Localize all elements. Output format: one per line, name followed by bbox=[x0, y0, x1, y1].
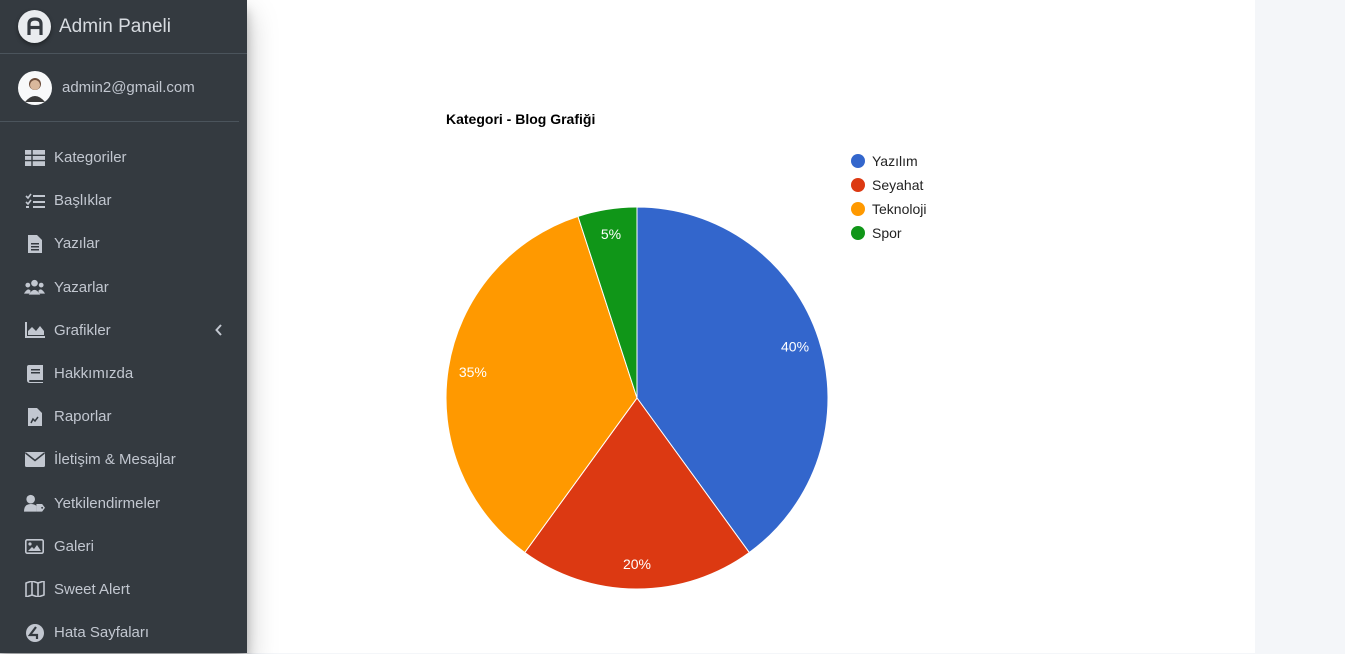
sidebar-item-galeri[interactable]: Galeri bbox=[0, 525, 247, 568]
user-email[interactable]: admin2@gmail.com bbox=[62, 79, 195, 96]
brand-link[interactable]: Admin Paneli bbox=[0, 0, 247, 54]
legend-swatch bbox=[851, 154, 865, 168]
sidebar-item-label: Grafikler bbox=[54, 321, 111, 339]
sidebar-item-label: Yazarlar bbox=[54, 278, 109, 296]
envelope-icon bbox=[24, 449, 45, 470]
users-icon bbox=[24, 277, 45, 298]
pie-slice-1[interactable] bbox=[636, 206, 829, 554]
file-icon bbox=[24, 233, 45, 254]
pie-slice-3[interactable] bbox=[445, 215, 638, 554]
legend-label: Teknoloji bbox=[872, 201, 927, 217]
sidebar-item-label: Yazılar bbox=[54, 235, 100, 253]
sidebar-item-hakkimizda[interactable]: Hakkımızda bbox=[0, 352, 247, 395]
legend-label: Yazılım bbox=[872, 153, 918, 169]
pie-slice-label-4: 5% bbox=[601, 226, 621, 242]
pie-chart: 40% 20% 35% 5% bbox=[445, 206, 829, 590]
table-icon bbox=[24, 147, 45, 168]
sidebar-item-label: Sweet Alert bbox=[54, 580, 130, 598]
image-icon bbox=[24, 536, 45, 557]
sidebar-item-label: Galeri bbox=[54, 537, 95, 555]
legend-label: Spor bbox=[872, 225, 902, 241]
sidebar-item-label: İletişim & Mesajlar bbox=[54, 451, 176, 469]
pie-slice-label-2: 20% bbox=[623, 556, 651, 572]
pie-slice-label-1: 40% bbox=[781, 339, 809, 355]
chart-area-icon bbox=[24, 320, 45, 341]
sidebar-item-kategoriler[interactable]: Kategoriler bbox=[0, 136, 247, 179]
chart-title: Kategori - Blog Grafiği bbox=[446, 111, 596, 127]
brand-title: Admin Paneli bbox=[59, 15, 171, 37]
legend-swatch bbox=[851, 226, 865, 240]
brand-logo-icon bbox=[18, 10, 51, 43]
user-tag-icon bbox=[24, 493, 45, 514]
legend-item[interactable]: Yazılım bbox=[851, 149, 926, 173]
sidebar-item-label: Kategoriler bbox=[54, 149, 127, 167]
sidebar-nav: Kategoriler Başlıklar Yazılar Yazarlar G… bbox=[0, 122, 247, 654]
pie-slice-4[interactable] bbox=[577, 206, 638, 399]
sidebar-item-label: Raporlar bbox=[54, 408, 112, 426]
legend-label: Seyahat bbox=[872, 177, 924, 193]
sidebar-item-yetkilendirmeler[interactable]: Yetkilendirmeler bbox=[0, 482, 247, 525]
sidebar-item-raporlar[interactable]: Raporlar bbox=[0, 395, 247, 438]
book-icon bbox=[24, 363, 45, 384]
sidebar-item-label: Hakkımızda bbox=[54, 365, 134, 383]
sidebar-item-label: Hata Sayfaları bbox=[54, 624, 150, 642]
pie-slice-2[interactable] bbox=[524, 397, 750, 590]
sidebar-item-hata-sayfalari[interactable]: Hata Sayfaları bbox=[0, 611, 247, 654]
chevron-left-icon[interactable] bbox=[215, 323, 223, 341]
sidebar-item-sweet-alert[interactable]: Sweet Alert bbox=[0, 568, 247, 611]
chart-legend: Yazılım Seyahat Teknoloji Spor bbox=[851, 149, 926, 245]
sidebar-item-basliklar[interactable]: Başlıklar bbox=[0, 179, 247, 222]
legend-item[interactable]: Teknoloji bbox=[851, 197, 926, 221]
sidebar-item-grafikler[interactable]: Grafikler bbox=[0, 309, 247, 352]
pie-slice-label-3: 35% bbox=[459, 364, 487, 380]
tasks-icon bbox=[24, 190, 45, 211]
sidebar-item-yazilar[interactable]: Yazılar bbox=[0, 222, 247, 265]
map-icon bbox=[24, 579, 45, 600]
error-icon bbox=[24, 622, 45, 643]
legend-swatch bbox=[851, 178, 865, 192]
sidebar-item-iletisim[interactable]: İletişim & Mesajlar bbox=[0, 438, 247, 481]
legend-swatch bbox=[851, 202, 865, 216]
avatar bbox=[18, 70, 52, 105]
user-panel[interactable]: admin2@gmail.com bbox=[0, 54, 239, 122]
legend-item[interactable]: Spor bbox=[851, 221, 926, 245]
legend-item[interactable]: Seyahat bbox=[851, 173, 926, 197]
file-chart-icon bbox=[24, 406, 45, 427]
sidebar-item-label: Yetkilendirmeler bbox=[54, 494, 161, 512]
sidebar-item-label: Başlıklar bbox=[54, 192, 112, 210]
sidebar: Admin Paneli admin2@gmail.com Kategorile… bbox=[0, 0, 247, 653]
sidebar-item-yazarlar[interactable]: Yazarlar bbox=[0, 266, 247, 309]
main-content: Kategori - Blog Grafiği 40% 20% 35% 5% Yazı… bbox=[247, 0, 1255, 653]
